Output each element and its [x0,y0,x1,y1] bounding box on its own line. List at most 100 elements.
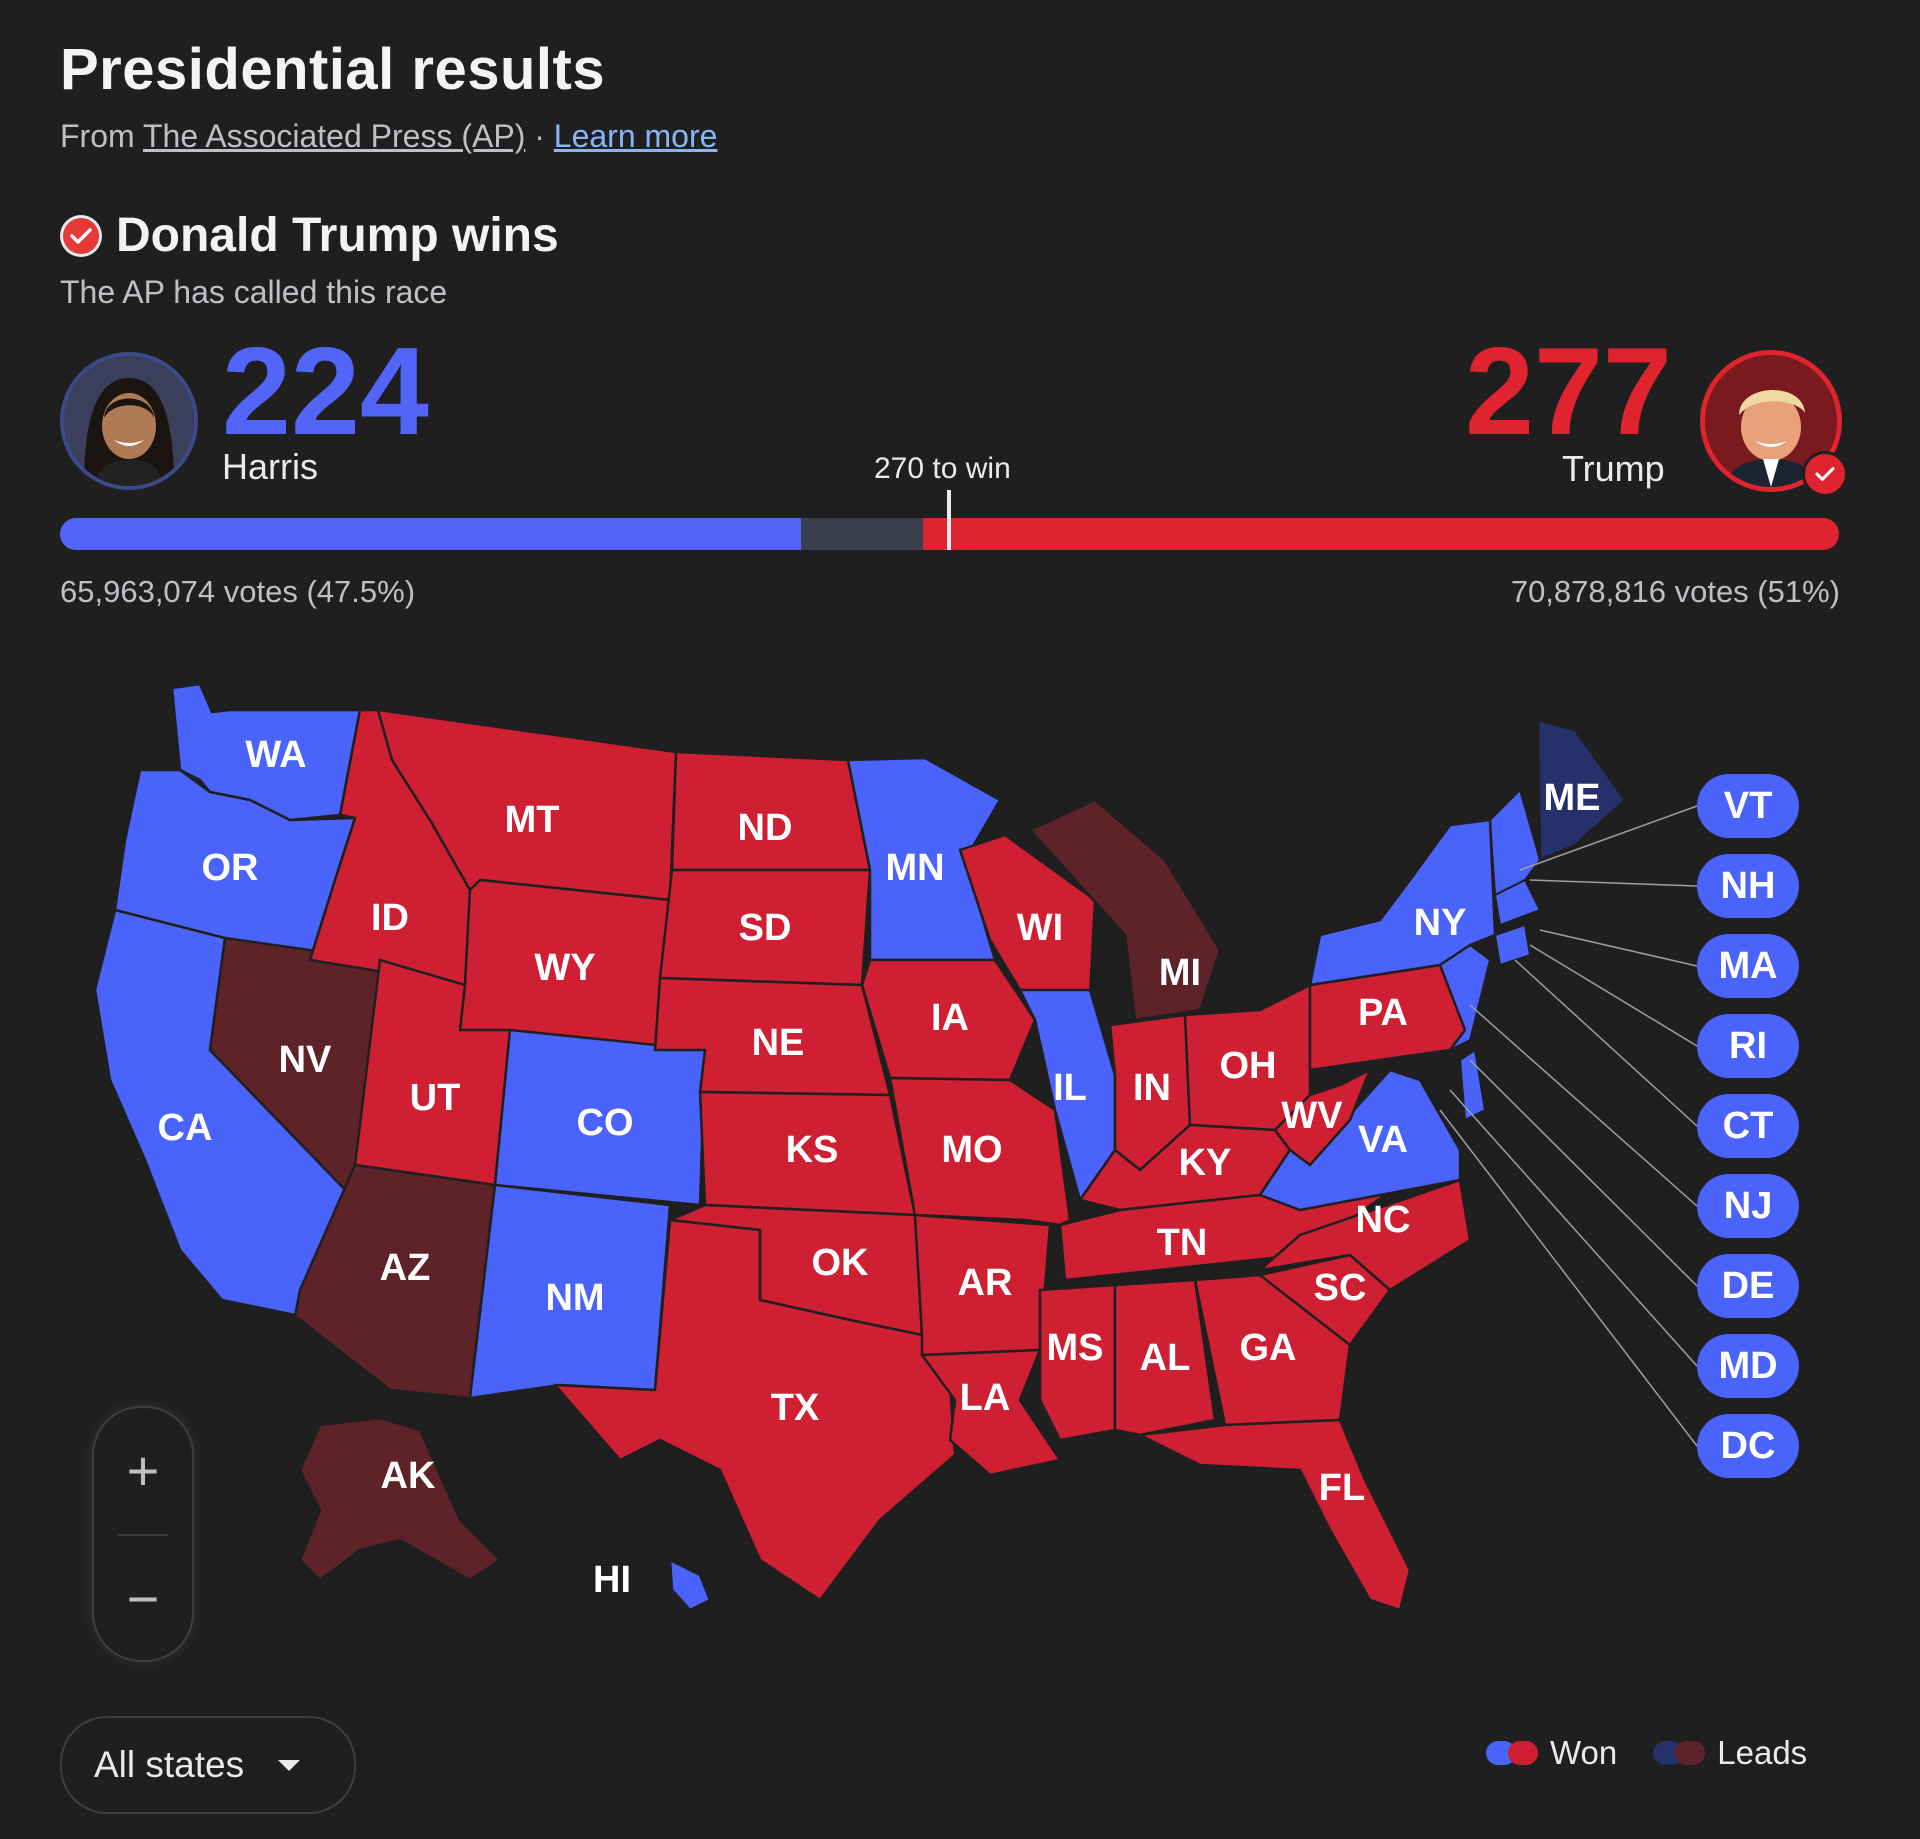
state-label-ok: OK [812,1242,870,1284]
us-electoral-map[interactable]: WA OR CA NV ID MT WY UT AZ CO NM ND SD NE KS OK TX MN IA MO… [0,660,1920,1720]
trump-popular-votes: 70,878,816 votes (51%) [1510,574,1840,609]
leader-line [1514,959,1698,1127]
leader-line [1469,1004,1698,1207]
small-state-de[interactable]: DE [1697,1254,1799,1318]
trump-name: Trump [1562,448,1665,489]
harris-popular-votes: 65,963,074 votes (47.5%) [60,574,416,609]
zoom-out-button[interactable]: − [126,1567,160,1630]
state-label-ca: CA [158,1107,213,1149]
trump-avatar [1700,350,1842,492]
state-fl[interactable] [1138,1418,1412,1612]
state-ak[interactable] [298,1416,502,1582]
small-state-md[interactable]: MD [1697,1334,1799,1398]
state-label-il: IL [1053,1067,1087,1109]
small-state-nh[interactable]: NH [1697,854,1799,918]
state-label-tx: TX [771,1387,820,1429]
ap-source-link[interactable]: The Associated Press (AP) [142,118,526,154]
leader-line [1449,1089,1698,1367]
learn-more-link[interactable]: Learn more [553,118,718,154]
state-label-ar: AR [958,1262,1013,1304]
leads-swatch [1653,1741,1706,1765]
uncalled-bar-segment [800,518,924,550]
state-label-ky: KY [1179,1142,1232,1184]
state-label-mn: MN [885,847,944,889]
electoral-bar [60,518,1839,550]
zoom-in-button[interactable]: + [126,1439,160,1502]
state-label-pa: PA [1358,992,1408,1034]
page-title: Presidential results [60,37,606,102]
source-line: From The Associated Press (AP) · Learn m… [60,118,717,155]
state-label-or: OR [202,847,259,889]
trump-bar-segment [923,518,1839,550]
state-label-wi: WI [1017,907,1063,949]
harris-avatar [60,352,198,490]
state-label-nd: ND [738,807,793,849]
state-me[interactable] [1536,718,1627,862]
northeast-state-shape[interactable] [1493,878,1542,927]
state-label-ga: GA [1240,1327,1297,1369]
state-label-mt: MT [505,799,560,841]
winner-text: Donald Trump wins [116,209,559,262]
state-label-in: IN [1133,1067,1171,1109]
state-nc[interactable] [1258,1178,1472,1292]
harris-bar-segment [60,518,801,550]
northeast-state-shape[interactable] [1458,1048,1487,1122]
state-la[interactable] [920,1348,1062,1477]
state-ga[interactable] [1193,1273,1352,1427]
state-al[interactable] [1113,1278,1217,1437]
trump-winner-check-icon [1802,451,1848,497]
small-state-ma[interactable]: MA [1697,934,1799,998]
state-label-hi: HI [593,1559,631,1601]
state-label-va: VA [1358,1119,1408,1161]
leader-line [1519,805,1698,871]
state-label-mi: MI [1159,952,1201,994]
state-label-nm: NM [545,1277,604,1319]
zoom-divider [118,1534,168,1536]
harris-name: Harris [222,446,318,487]
zoom-control: + − [92,1406,194,1662]
state-label-ne: NE [752,1022,805,1064]
state-label-ny: NY [1414,902,1467,944]
state-filter-dropdown[interactable]: All states [60,1716,356,1814]
state-label-al: AL [1140,1337,1191,1379]
winner-banner: Donald Trump wins [60,208,559,263]
leader-line [1529,944,1698,1047]
small-state-dc[interactable]: DC [1697,1414,1799,1478]
state-label-la: LA [960,1377,1011,1419]
state-label-ut: UT [410,1077,461,1119]
source-separator: · [534,118,545,154]
northeast-state-shape[interactable] [1488,788,1542,897]
check-circle-icon [60,214,102,257]
state-label-wa: WA [245,734,306,776]
trump-electoral-count: 277 [1465,323,1672,461]
small-state-ri[interactable]: RI [1697,1014,1799,1078]
state-label-wy: WY [534,947,595,989]
northeast-state-shape[interactable] [1493,923,1532,967]
state-label-mo: MO [941,1129,1002,1171]
state-label-nv: NV [279,1039,332,1081]
state-tx[interactable] [553,1218,957,1602]
won-swatch [1486,1741,1538,1765]
small-state-ct[interactable]: CT [1697,1094,1799,1158]
dropdown-selected-value: All states [94,1744,245,1785]
state-ny[interactable] [1308,818,1497,987]
small-state-vt[interactable]: VT [1697,774,1799,838]
state-label-sd: SD [739,907,792,949]
state-hi[interactable] [668,1558,712,1612]
leader-line [1469,1059,1698,1287]
state-wv[interactable] [1273,1068,1372,1167]
to-win-label: 270 to win [874,452,1011,485]
state-label-tn: TN [1157,1222,1208,1264]
state-label-ia: IA [931,997,969,1039]
state-wa[interactable] [170,682,362,822]
small-state-nj[interactable]: NJ [1697,1174,1799,1238]
leader-line [1529,879,1698,887]
legend-won-label: Won [1550,1734,1618,1771]
caret-down-icon [278,1759,301,1771]
state-ms[interactable] [1038,1283,1117,1442]
state-co[interactable] [493,1028,707,1207]
state-label-ks: KS [786,1129,839,1171]
state-mi[interactable] [1028,798,1222,1022]
state-label-nc: NC [1356,1199,1411,1241]
state-label-oh: OH [1220,1045,1277,1087]
